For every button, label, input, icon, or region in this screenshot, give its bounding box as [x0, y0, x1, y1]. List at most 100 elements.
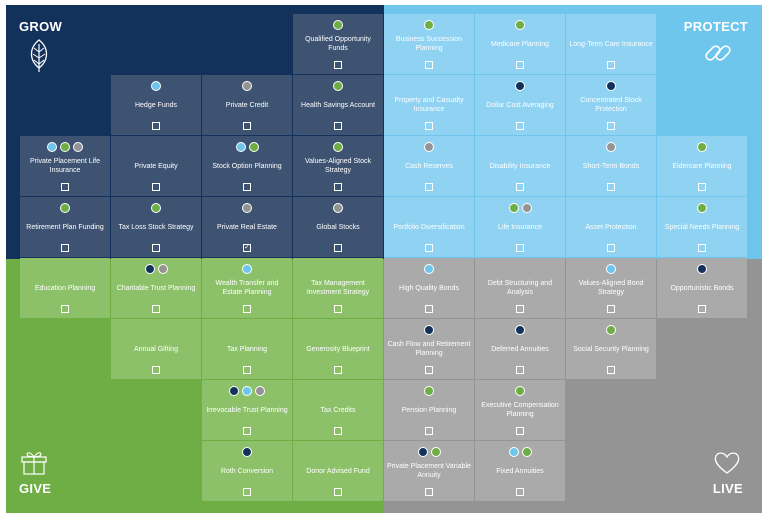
tile-retirement-plan-funding[interactable]: Retirement Plan Funding [20, 197, 110, 257]
checkbox[interactable] [61, 305, 69, 313]
checkbox[interactable] [152, 183, 160, 191]
tile-executive-compensation-planning[interactable]: Executive Compensation Planning [475, 380, 565, 440]
tile-label: Education Planning [34, 284, 96, 292]
checkbox[interactable] [607, 61, 615, 69]
tile-donor-advised-fund[interactable]: Donor Advised Fund [293, 441, 383, 501]
tile-private-placement-life-insurance[interactable]: Private Placement Life Insurance [20, 136, 110, 196]
tile-property-and-casualty-insurance[interactable]: Property and Casualty Insurance [384, 75, 474, 135]
tile-values-aligned-bond-strategy[interactable]: Values-Aligned Bond Strategy [566, 258, 656, 318]
tile-values-aligned-stock-strategy[interactable]: Values-Aligned Stock Strategy [293, 136, 383, 196]
tile-debt-structuring-and-analysis[interactable]: Debt Structuring and Analysis [475, 258, 565, 318]
tile-eldercare-planning[interactable]: Eldercare Planning [657, 136, 747, 196]
checkbox[interactable] [516, 122, 524, 130]
checkbox[interactable] [425, 61, 433, 69]
dot-light-blue [242, 386, 252, 396]
tile-high-quality-bonds[interactable]: High Quality Bonds [384, 258, 474, 318]
checkbox[interactable] [243, 366, 251, 374]
checkbox[interactable] [243, 488, 251, 496]
checkbox[interactable] [607, 122, 615, 130]
tile-opportunistic-bonds[interactable]: Opportunistic Bonds [657, 258, 747, 318]
checkbox[interactable] [516, 366, 524, 374]
tile-medicare-planning[interactable]: Medicare Planning [475, 14, 565, 74]
checkbox[interactable] [334, 61, 342, 69]
checkbox[interactable] [334, 305, 342, 313]
tile-pension-planning[interactable]: Pension Planning [384, 380, 474, 440]
tile-deferred-annuities[interactable]: Deferred Annuities [475, 319, 565, 379]
checkbox[interactable] [425, 122, 433, 130]
checkbox[interactable] [607, 244, 615, 252]
checkbox[interactable] [334, 122, 342, 130]
checkbox[interactable] [425, 427, 433, 435]
checkbox[interactable] [516, 488, 524, 496]
checkbox[interactable] [334, 366, 342, 374]
checkbox[interactable] [425, 305, 433, 313]
checkbox[interactable] [607, 366, 615, 374]
dot-gray [255, 386, 265, 396]
tile-life-insurance[interactable]: Life Insurance [475, 197, 565, 257]
tile-dollar-cost-averaging[interactable]: Dollar Cost Averaging [475, 75, 565, 135]
tile-tax-planning[interactable]: Tax Planning [202, 319, 292, 379]
tile-global-stocks[interactable]: Global Stocks [293, 197, 383, 257]
tile-business-succession-planning[interactable]: Business Succession Planning [384, 14, 474, 74]
checkbox[interactable] [334, 488, 342, 496]
tile-short-term-bonds[interactable]: Short-Term Bonds [566, 136, 656, 196]
checkbox[interactable] [334, 427, 342, 435]
tile-tax-management-investment-strategy[interactable]: Tax Management Investment Strategy [293, 258, 383, 318]
checkbox[interactable] [698, 244, 706, 252]
checkbox[interactable] [607, 305, 615, 313]
tile-long-term-care-insurance[interactable]: Long-Term Care Insurance [566, 14, 656, 74]
tile-qualified-opportunity-funds[interactable]: Qualified Opportunity Funds [293, 14, 383, 74]
tile-social-security-planning[interactable]: Social Security Planning [566, 319, 656, 379]
tile-charitable-trust-planning[interactable]: Charitable Trust Planning [111, 258, 201, 318]
tile-irrevocable-trust-planning[interactable]: Irrevocable Trust Planning [202, 380, 292, 440]
tile-private-placement-variable-annuity[interactable]: Private Placement Variable Annuity [384, 441, 474, 501]
checkbox[interactable] [516, 305, 524, 313]
tile-cash-flow-and-retirement-planning[interactable]: Cash Flow and Retirement Planning [384, 319, 474, 379]
checkbox[interactable] [607, 183, 615, 191]
tile-disability-insurance[interactable]: Disability Insurance [475, 136, 565, 196]
tile-hedge-funds[interactable]: Hedge Funds [111, 75, 201, 135]
tile-private-credit[interactable]: Private Credit [202, 75, 292, 135]
checkbox[interactable] [152, 305, 160, 313]
tile-tax-loss-stock-strategy[interactable]: Tax Loss Stock Strategy [111, 197, 201, 257]
tile-cash-reserves[interactable]: Cash Reserves [384, 136, 474, 196]
checkbox[interactable] [152, 122, 160, 130]
tile-annual-gifting[interactable]: Annual Gifting [111, 319, 201, 379]
checkbox[interactable] [425, 183, 433, 191]
dot-gray [521, 203, 532, 213]
checkbox[interactable] [516, 183, 524, 191]
checkbox[interactable] [425, 488, 433, 496]
checkbox[interactable] [516, 61, 524, 69]
tile-stock-option-planning[interactable]: Stock Option Planning [202, 136, 292, 196]
checkbox[interactable] [61, 244, 69, 252]
tile-concentrated-stock-protection[interactable]: Concentrated Stock Protection [566, 75, 656, 135]
tile-wealth-transfer-and-estate-planning[interactable]: Wealth Transfer and Estate Planning [202, 258, 292, 318]
checkbox[interactable] [243, 122, 251, 130]
checkbox[interactable] [152, 244, 160, 252]
checkbox[interactable] [425, 244, 433, 252]
tile-private-real-estate[interactable]: Private Real Estate ✓ [202, 197, 292, 257]
checkbox[interactable] [698, 183, 706, 191]
checkbox[interactable] [243, 305, 251, 313]
checkbox[interactable] [152, 366, 160, 374]
tile-special-needs-planning[interactable]: Special Needs Planning [657, 197, 747, 257]
checkbox[interactable] [61, 183, 69, 191]
tile-private-equity[interactable]: Private Equity [111, 136, 201, 196]
checkbox[interactable] [334, 183, 342, 191]
tile-fixed-annuities[interactable]: Fixed Annuities [475, 441, 565, 501]
checkbox[interactable] [425, 366, 433, 374]
tile-asset-protection[interactable]: Asset Protection [566, 197, 656, 257]
checkbox-checked[interactable]: ✓ [243, 244, 251, 252]
checkbox[interactable] [334, 244, 342, 252]
checkbox[interactable] [243, 427, 251, 435]
tile-roth-conversion[interactable]: Roth Conversion [202, 441, 292, 501]
tile-tax-credits[interactable]: Tax Credits [293, 380, 383, 440]
checkbox[interactable] [516, 427, 524, 435]
checkbox[interactable] [516, 244, 524, 252]
tile-generosity-blueprint[interactable]: Generosity Blueprint [293, 319, 383, 379]
tile-portfolio-diversification[interactable]: Portfolio Diversification [384, 197, 474, 257]
tile-education-planning[interactable]: Education Planning [20, 258, 110, 318]
checkbox[interactable] [698, 305, 706, 313]
tile-health-savings-account[interactable]: Health Savings Account [293, 75, 383, 135]
checkbox[interactable] [243, 183, 251, 191]
